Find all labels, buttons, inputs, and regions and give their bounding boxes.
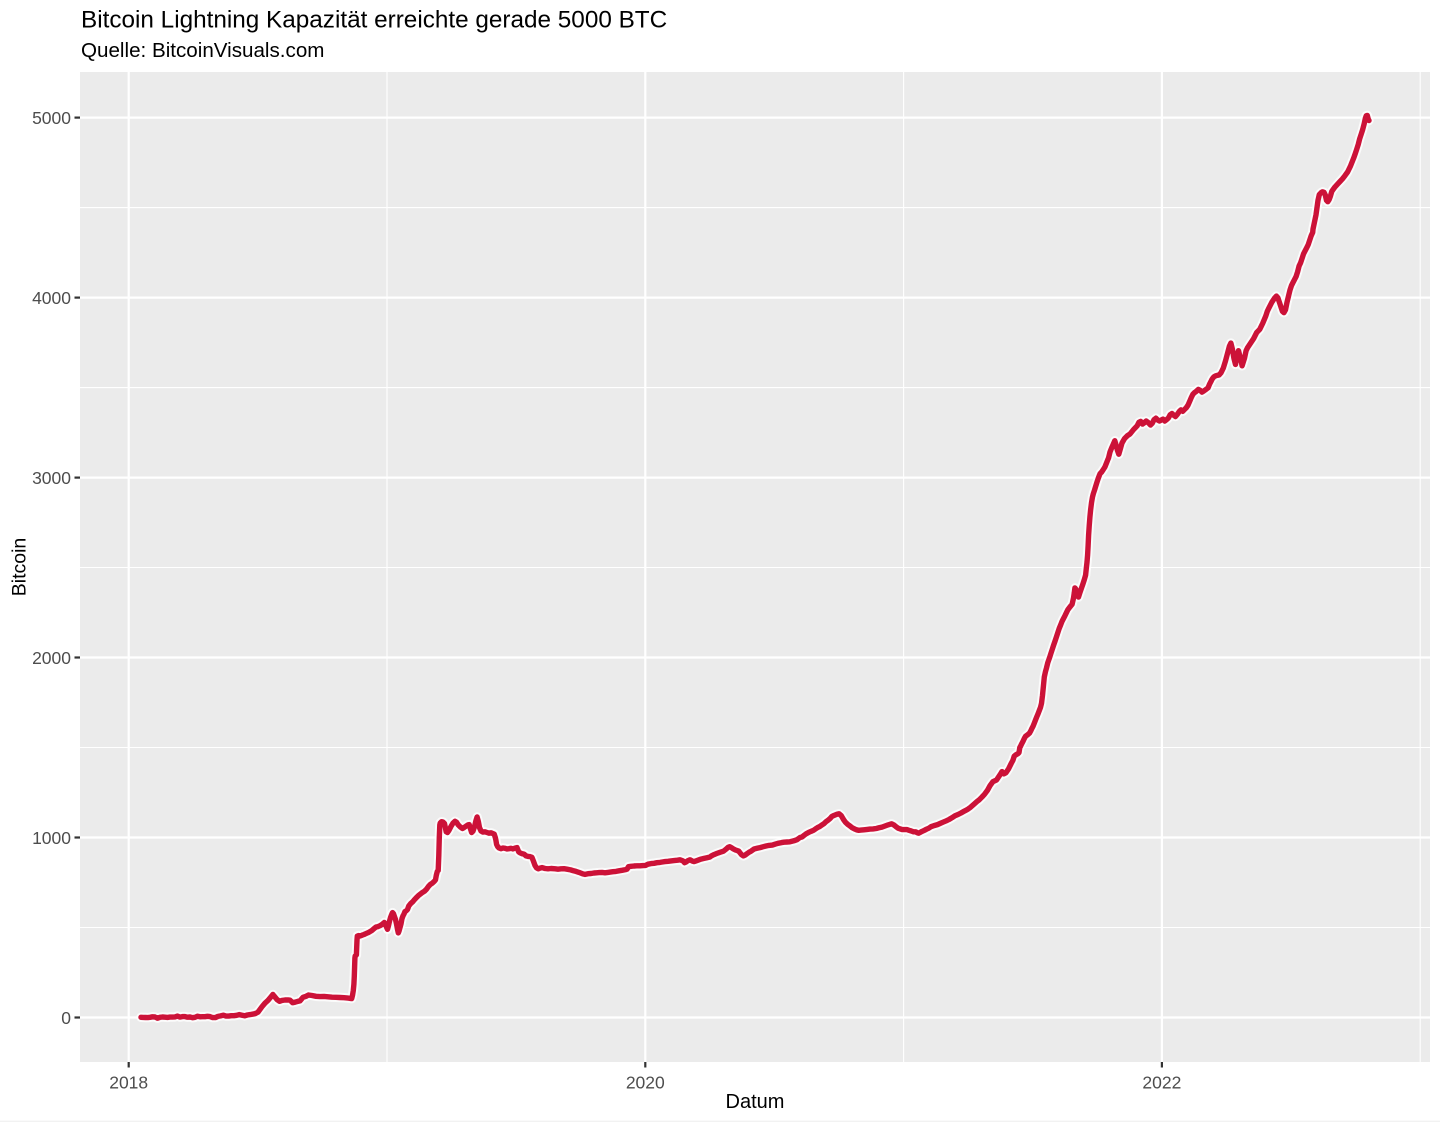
svg-text:4000: 4000	[32, 288, 71, 308]
svg-text:0: 0	[61, 1008, 71, 1028]
svg-text:2022: 2022	[1142, 1073, 1181, 1093]
svg-text:Datum: Datum	[726, 1091, 785, 1113]
svg-text:2000: 2000	[32, 648, 71, 668]
svg-text:Quelle: BitcoinVisuals.com: Quelle: BitcoinVisuals.com	[81, 39, 324, 62]
svg-text:3000: 3000	[32, 468, 71, 488]
svg-text:Bitcoin Lightning Kapazität er: Bitcoin Lightning Kapazität erreichte ge…	[81, 7, 667, 34]
svg-text:2018: 2018	[109, 1073, 148, 1093]
svg-text:Bitcoin: Bitcoin	[9, 538, 31, 597]
svg-text:1000: 1000	[32, 828, 71, 848]
svg-text:2020: 2020	[626, 1073, 665, 1093]
svg-text:5000: 5000	[32, 108, 71, 128]
